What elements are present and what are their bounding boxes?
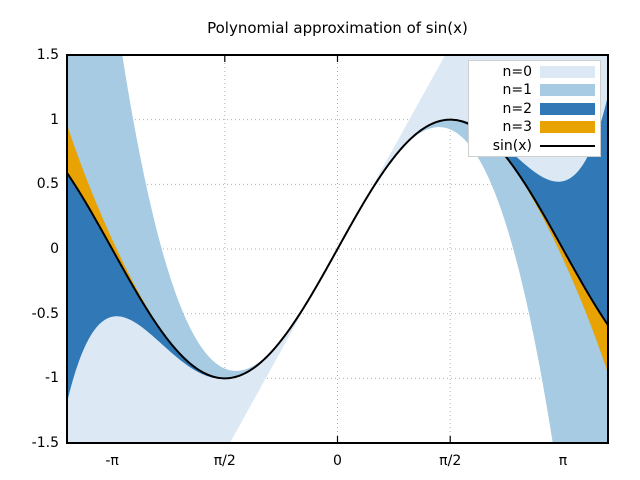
legend-line-sample bbox=[540, 140, 595, 152]
x-tick-label: π/2 bbox=[213, 453, 236, 469]
legend-label: n=1 bbox=[502, 82, 532, 98]
legend-line bbox=[540, 144, 595, 147]
y-tick-label: 1.5 bbox=[36, 47, 59, 63]
y-tick-label: 1 bbox=[50, 111, 59, 128]
y-tick-label: 0 bbox=[50, 241, 59, 257]
x-tick-label: π/2 bbox=[439, 453, 462, 469]
legend-label: n=0 bbox=[502, 63, 532, 80]
y-tick-label: -0.5 bbox=[31, 305, 59, 322]
sin-line bbox=[67, 118, 608, 380]
legend-label: n=3 bbox=[502, 119, 532, 135]
legend-item: n=0 bbox=[469, 63, 595, 81]
legend-item: n=3 bbox=[469, 118, 595, 136]
legend: n=0 n=1 n=2 n=3 sin(x) bbox=[468, 60, 601, 157]
legend-item: n=2 bbox=[469, 100, 595, 118]
legend-swatch bbox=[540, 121, 595, 133]
legend-swatch bbox=[540, 102, 595, 115]
legend-item: sin(x) bbox=[469, 137, 595, 155]
x-tick-label: -π bbox=[105, 453, 119, 469]
plot-border bbox=[66, 54, 609, 444]
x-tick-label: π bbox=[558, 453, 568, 469]
y-tick-label: 0.5 bbox=[36, 176, 59, 193]
band-n=1 bbox=[67, 55, 608, 443]
y-tick-label: -1 bbox=[45, 370, 59, 387]
legend-label: sin(x) bbox=[492, 137, 532, 154]
line-series-group bbox=[67, 118, 608, 380]
legend-swatch bbox=[540, 84, 595, 96]
y-tick-label: -1.5 bbox=[31, 435, 59, 451]
legend-swatch bbox=[540, 65, 595, 78]
legend-label: n=2 bbox=[502, 100, 532, 117]
chart-title: Polynomial approximation of sin(x) bbox=[207, 19, 468, 37]
x-tick-label: 0 bbox=[333, 453, 342, 469]
legend-item: n=1 bbox=[469, 81, 595, 99]
